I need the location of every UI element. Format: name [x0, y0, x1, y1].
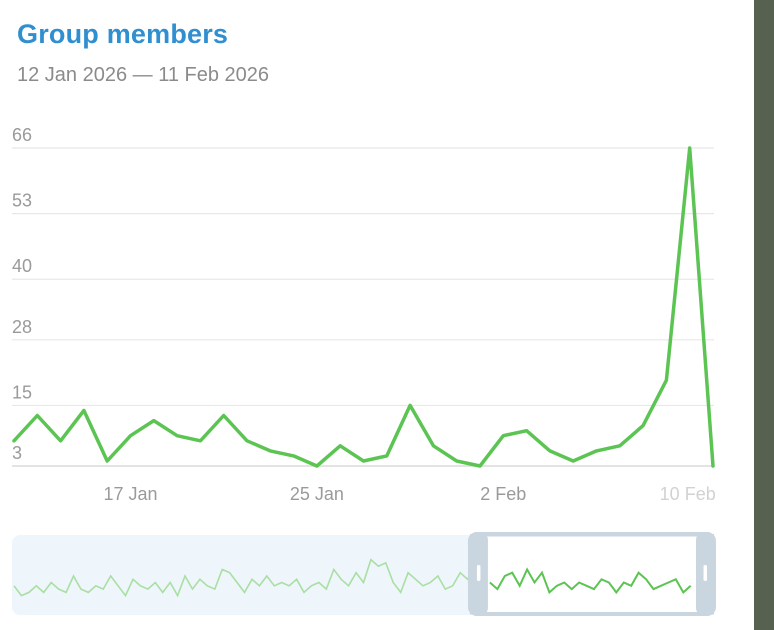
- date-range: 12 Jan 2026 — 11 Feb 2026: [17, 64, 270, 86]
- x-axis-ticks: 17 Jan 25 Jan 2 Feb 10 Feb: [103, 484, 715, 504]
- y-axis-ticks: 66 53 40 28 15 3: [12, 125, 32, 463]
- chart-card: Group members 12 Jan 2026 — 11 Feb 2026 …: [12, 19, 717, 616]
- navigator-top-border: [469, 534, 714, 537]
- y-tick-label: 28: [12, 317, 32, 337]
- navigator-window-line: [489, 567, 692, 595]
- range-navigator[interactable]: [12, 532, 717, 616]
- left-handle-grip: [476, 565, 481, 581]
- grid-lines: [12, 147, 714, 467]
- data-points: [12, 146, 715, 468]
- background-edge: [754, 0, 774, 630]
- y-tick-label: 40: [12, 256, 32, 276]
- right-handle-grip: [703, 565, 707, 581]
- y-tick-label: 66: [12, 125, 32, 145]
- series-line: [12, 146, 715, 468]
- navigator-window-fill: [486, 535, 697, 615]
- line-chart: 66 53 40 28 15 3 17 Jan 25 Jan 2 Feb 10 Feb: [12, 125, 717, 616]
- chart-title: Group members: [17, 19, 229, 49]
- x-tick-label: 25 Jan: [290, 484, 344, 504]
- navigator-window[interactable]: [467, 532, 717, 616]
- x-tick-label: 2 Feb: [480, 484, 526, 504]
- navigator-bottom-border: [469, 612, 714, 615]
- x-tick-label: 17 Jan: [103, 484, 157, 504]
- y-tick-label: 15: [12, 382, 32, 402]
- x-tick-label: 10 Feb: [660, 484, 716, 504]
- y-tick-label: 53: [12, 191, 32, 211]
- y-tick-label: 3: [12, 443, 22, 463]
